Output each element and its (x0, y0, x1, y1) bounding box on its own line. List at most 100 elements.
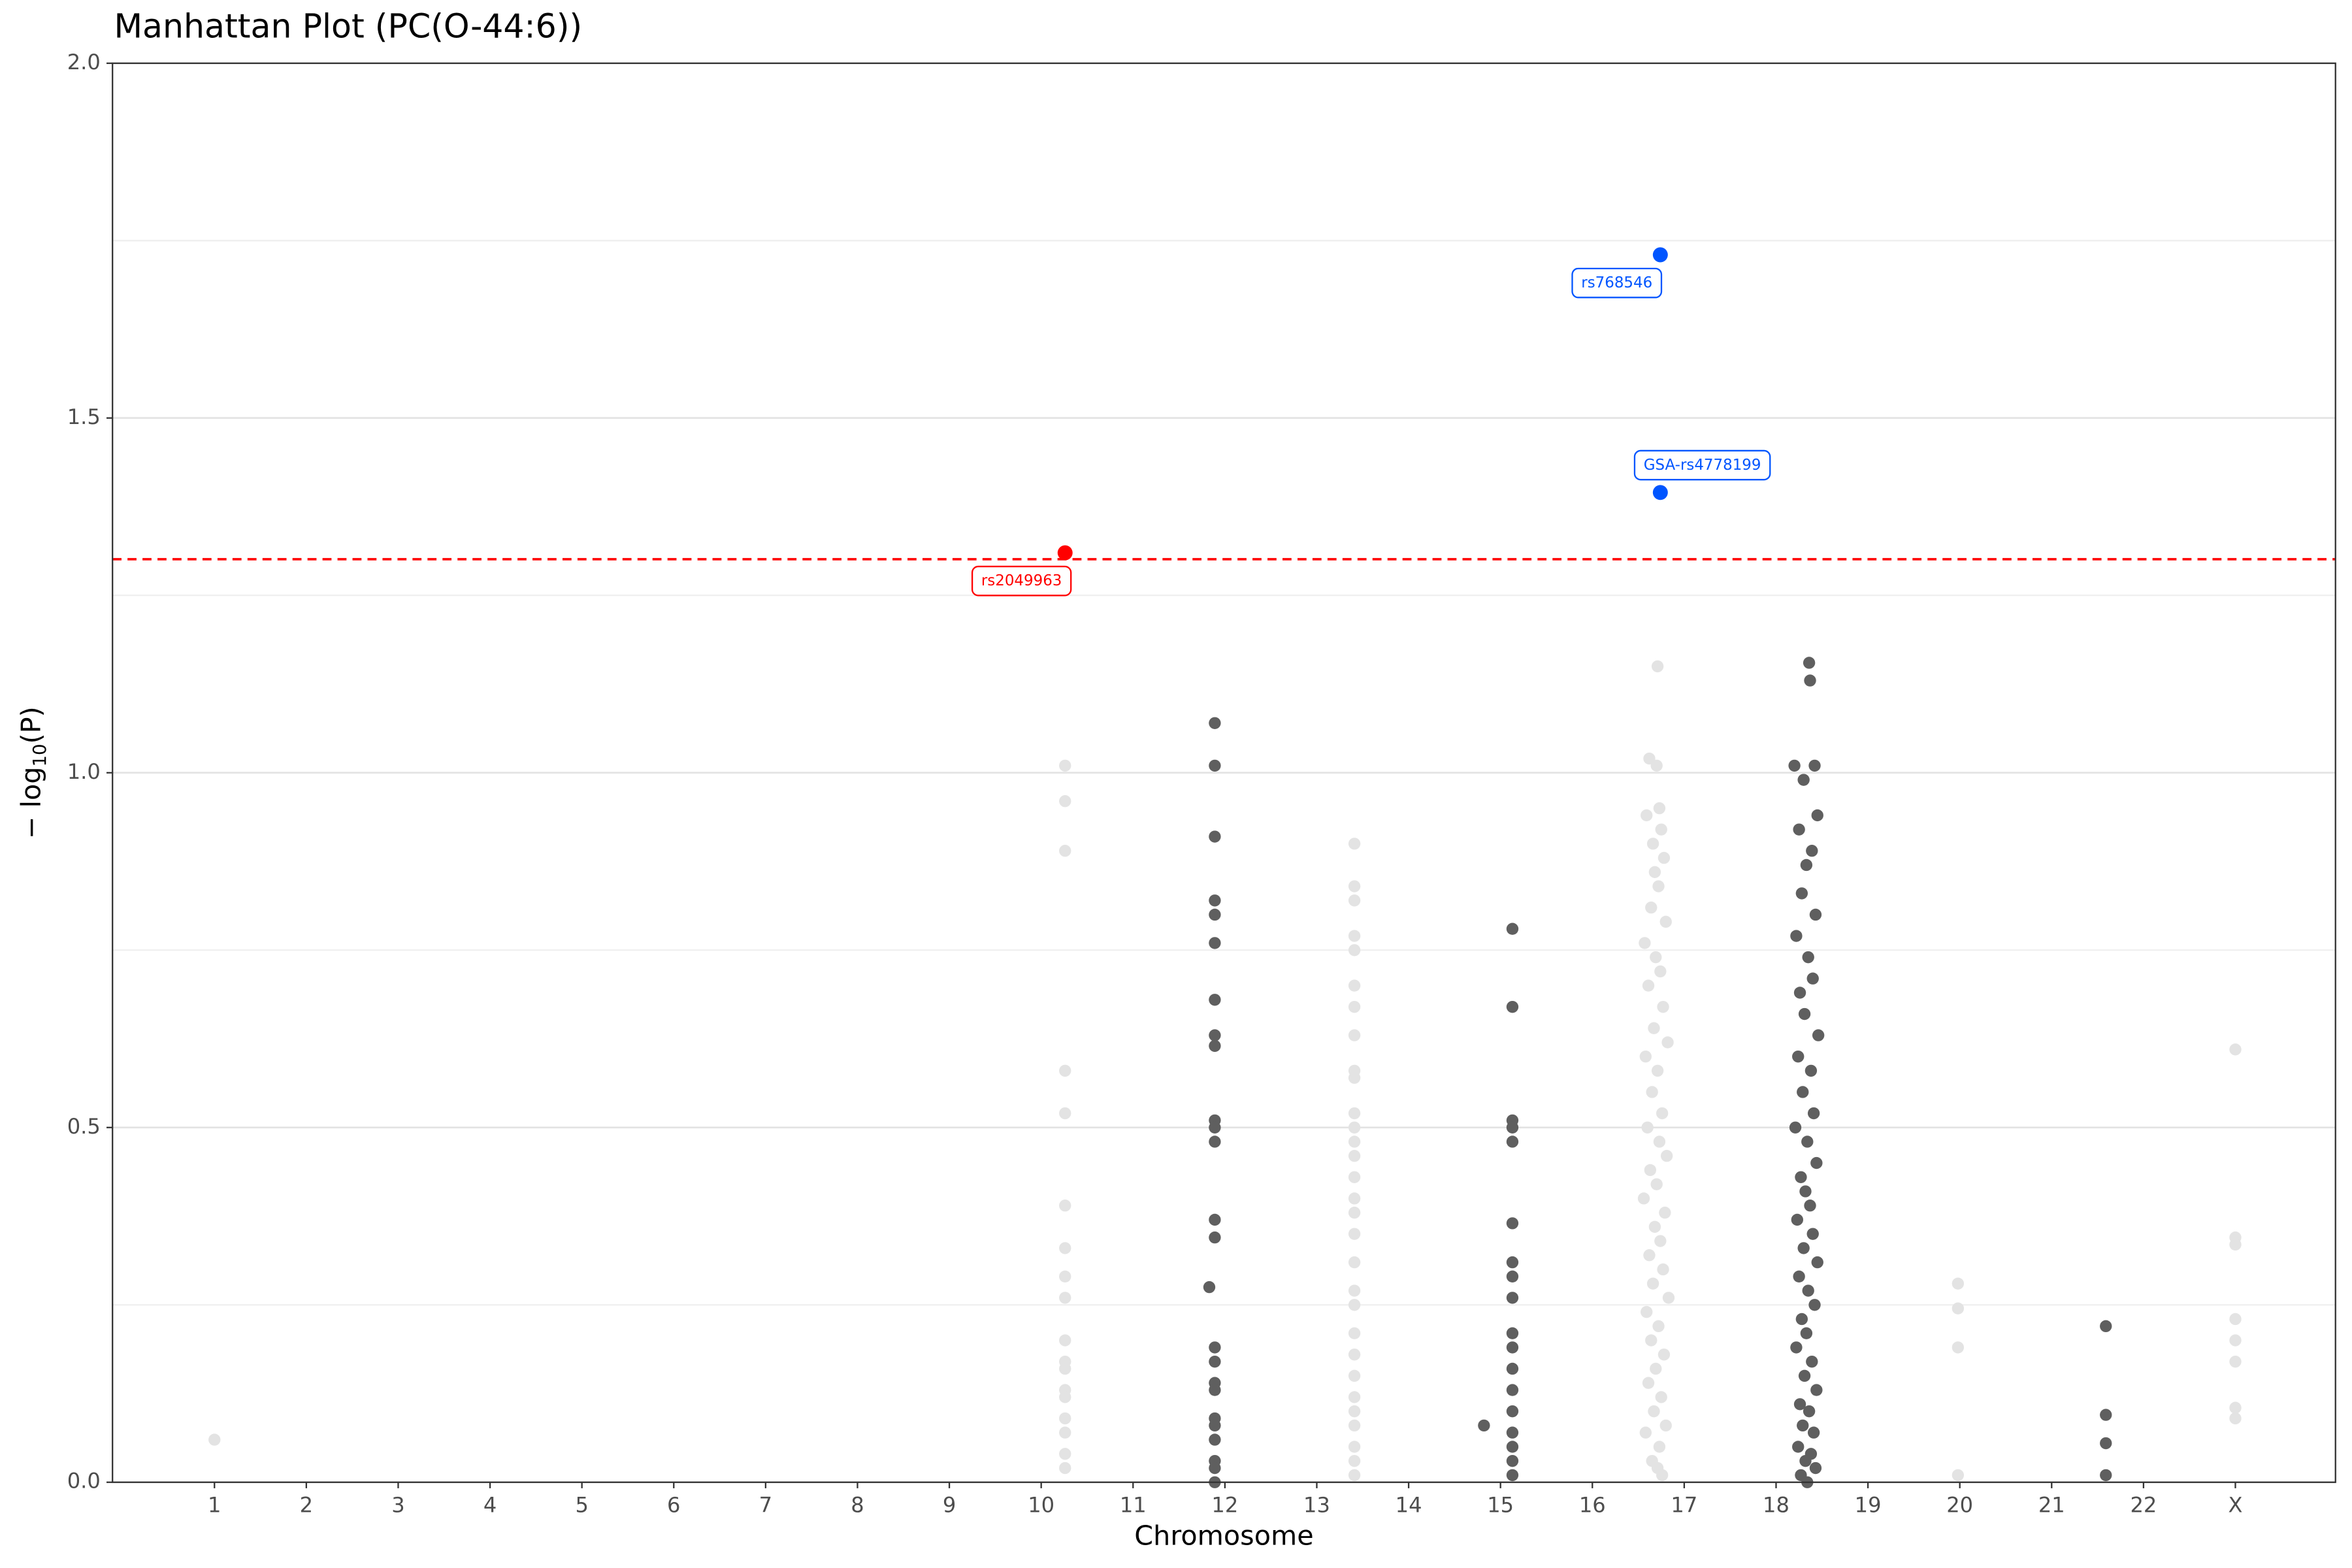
point (1802, 951, 1814, 964)
x-tick-label: X (2228, 1492, 2242, 1517)
point (1506, 1469, 1519, 1482)
point (1641, 809, 1653, 822)
point (1641, 1305, 1653, 1318)
point (1209, 1213, 1221, 1226)
point (1348, 1369, 1361, 1382)
point (1348, 944, 1361, 956)
point (1059, 1334, 1071, 1347)
point (1650, 1178, 1663, 1190)
point (1803, 1405, 1816, 1418)
point (1348, 1206, 1361, 1219)
point (1209, 830, 1221, 843)
point (1059, 1426, 1071, 1439)
point (1795, 1171, 1807, 1183)
point (1348, 1284, 1361, 1297)
label-box (1633, 449, 1771, 481)
chart-title: Manhattan Plot (PC(O-44:6)) (114, 7, 582, 46)
highlight-point (1652, 247, 1668, 263)
point (1059, 1462, 1071, 1475)
point (1059, 1270, 1071, 1283)
point (1348, 1192, 1361, 1205)
point (1795, 887, 1808, 900)
point (1804, 1200, 1816, 1212)
x-tick-label: 5 (575, 1492, 588, 1517)
point (1797, 1419, 1809, 1432)
point (1059, 1200, 1071, 1212)
point (1788, 759, 1801, 772)
point (1802, 1284, 1814, 1297)
point (1641, 1121, 1654, 1134)
point (1639, 937, 1651, 949)
point (1650, 759, 1663, 772)
point (2229, 1412, 2242, 1425)
point (1209, 759, 1221, 772)
point (1652, 880, 1665, 892)
point (1809, 908, 1822, 921)
x-tick-label: 1 (208, 1492, 221, 1517)
point (1810, 1384, 1823, 1396)
point (1650, 951, 1662, 964)
point (1660, 1150, 1673, 1162)
point (1506, 1000, 1519, 1013)
point (1803, 657, 1816, 669)
point (1348, 1469, 1361, 1482)
point (1812, 1029, 1825, 1041)
point (1806, 1355, 1818, 1368)
label-text: rs768546 (1581, 274, 1652, 291)
point (1506, 1292, 1519, 1304)
point (1656, 1469, 1669, 1482)
point (1348, 1419, 1361, 1432)
x-tick-label: 14 (1396, 1492, 1422, 1517)
x-tick-label: 19 (1855, 1492, 1882, 1517)
x-tick-label: 17 (1671, 1492, 1697, 1517)
point (1800, 858, 1813, 872)
y-axis-title: − log10(P) (16, 706, 50, 839)
label-text: GSA-rs4778199 (1644, 457, 1761, 474)
point (208, 1433, 221, 1446)
point (1059, 1242, 1071, 1254)
point (1657, 1000, 1669, 1013)
point (1209, 937, 1221, 949)
point (1478, 1419, 1490, 1432)
point (1657, 1263, 1669, 1276)
point (1656, 1107, 1669, 1120)
point (1806, 845, 1818, 857)
point (1659, 1206, 1671, 1219)
point (1348, 894, 1361, 907)
point (1209, 1433, 1221, 1446)
label-text: rs2049963 (981, 572, 1062, 589)
point (1801, 1135, 1814, 1148)
y-tick-label: 1.5 (67, 404, 101, 429)
point (1348, 1071, 1361, 1084)
point (1648, 1220, 1661, 1233)
point (1811, 1256, 1823, 1269)
label-box (971, 565, 1072, 596)
point (1348, 930, 1361, 942)
point (1659, 915, 1672, 928)
point (2100, 1469, 2112, 1482)
point (1209, 1341, 1221, 1354)
label-box (1571, 267, 1663, 299)
point (1059, 845, 1071, 857)
point (1810, 1156, 1823, 1169)
point (1952, 1469, 1965, 1482)
point (1648, 1022, 1660, 1034)
point (1348, 1029, 1361, 1041)
point (1793, 1398, 1806, 1411)
point (1651, 660, 1664, 673)
point (1506, 923, 1519, 935)
point (1643, 1249, 1656, 1262)
point (1799, 1454, 1812, 1467)
point (1654, 1235, 1667, 1247)
point (1059, 1292, 1071, 1304)
point (1639, 1426, 1652, 1439)
panel-border (112, 62, 2336, 1483)
x-tick-label: 3 (391, 1492, 404, 1517)
point (1209, 994, 1221, 1006)
point (1209, 1419, 1221, 1432)
point (1648, 1405, 1660, 1418)
highlight-point (1057, 545, 1073, 561)
y-tick-label: 2.0 (67, 50, 101, 74)
